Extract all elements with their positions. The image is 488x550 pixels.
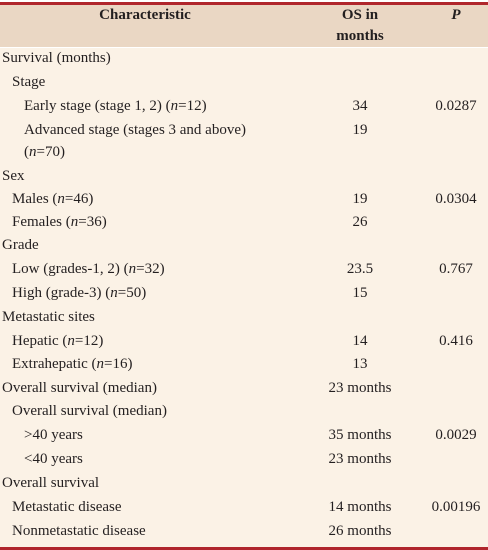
header-os-line1: OS in <box>341 7 379 23</box>
row-label: Overall survival (median) <box>12 403 167 419</box>
row-label: Advanced stage (stages 3 and above) <box>24 122 246 138</box>
table-row: High (grade-3) (n=50) 15 <box>0 282 488 306</box>
row-os-value: 23.5 <box>346 261 374 277</box>
row-os-value: 26 months <box>328 523 392 539</box>
table-bottom-rule <box>0 547 488 550</box>
table-row: Hepatic (n=12) 14 0.416 <box>0 330 488 354</box>
row-label: Females (n=36) <box>12 211 107 233</box>
row-label-n: n <box>110 285 118 301</box>
row-label-text: Hepatic ( <box>12 333 68 349</box>
row-label-count: =36) <box>78 214 107 230</box>
table-row: Overall survival (median) <box>0 400 488 424</box>
header-os-line2: months <box>336 28 384 44</box>
row-label-text: Males ( <box>12 191 58 207</box>
row-label: >40 years <box>24 427 83 443</box>
row-label-count: =46) <box>64 191 94 207</box>
row-label: Grade <box>2 237 39 253</box>
table-row: Early stage (stage 1, 2) (n=12) 34 0.0287 <box>0 95 488 119</box>
row-label: Low (grades-1, 2) (n=32) <box>12 258 165 280</box>
table-header <box>0 5 488 47</box>
row-label: Extrahepatic (n=16) <box>12 353 133 375</box>
row-os-value: 23 months <box>328 451 392 467</box>
row-label-text: Extrahepatic ( <box>12 356 97 372</box>
row-label-text: Females ( <box>12 214 71 230</box>
row-label-count: =16) <box>104 356 133 372</box>
header-os: OS in months <box>320 5 400 47</box>
table-row: Males (n=46) 19 0.0304 <box>0 188 488 212</box>
row-os-value: 34 <box>352 98 368 114</box>
row-label: <40 years <box>24 451 83 467</box>
table-row: Low (grades-1, 2) (n=32) 23.5 0.767 <box>0 258 488 282</box>
row-label-count: =50) <box>117 285 147 301</box>
row-label: Males (n=46) <box>12 188 93 210</box>
row-label: Stage <box>12 74 46 90</box>
table-row: <40 years 23 months <box>0 448 488 472</box>
row-p-value: 0.416 <box>439 333 473 349</box>
header-characteristic: Characteristic <box>99 7 191 23</box>
row-label: Early stage (stage 1, 2) (n=12) <box>24 95 207 117</box>
row-label: (n=70) <box>24 141 65 163</box>
row-os-value: 15 <box>352 285 368 301</box>
row-os-value: 13 <box>352 356 368 372</box>
row-p-value: 0.0029 <box>435 427 477 443</box>
row-label-n: n <box>170 98 179 114</box>
row-label-count: =12) <box>74 333 104 349</box>
row-os-value: 14 <box>352 333 368 349</box>
row-os-value: 19 <box>352 122 368 138</box>
row-os-value: 23 months <box>328 380 392 396</box>
row-os-value: 14 months <box>328 499 392 515</box>
row-os-value: 26 <box>352 214 368 230</box>
row-label-count: =70) <box>36 144 65 160</box>
row-os-value: 35 months <box>328 427 392 443</box>
table-top-rule <box>0 2 488 5</box>
table-row: Grade <box>0 234 488 258</box>
row-label: Survival (months) <box>2 50 111 66</box>
row-label: Overall survival <box>2 475 100 491</box>
row-label-text: High (grade-3) ( <box>12 285 111 301</box>
table-row: Extrahepatic (n=16) 13 <box>0 353 488 377</box>
table-row: Survival (months) <box>0 47 488 71</box>
table-row: Metastatic disease 14 months 0.00196 <box>0 496 488 520</box>
row-label: Sex <box>2 168 25 184</box>
row-label: Metastatic sites <box>2 309 95 325</box>
row-label: High (grade-3) (n=50) <box>12 282 146 304</box>
table-row: >40 years 35 months 0.0029 <box>0 424 488 448</box>
table-row: Overall survival (median) 23 months <box>0 377 488 401</box>
row-label-n: n <box>57 191 65 207</box>
row-label-n: n <box>67 333 75 349</box>
table-row: (n=70) <box>0 141 488 165</box>
row-p-value: 0.00196 <box>431 499 481 515</box>
row-label-n: n <box>96 356 105 372</box>
row-label-count: =32) <box>136 261 165 277</box>
row-label-n: n <box>70 214 79 230</box>
row-os-value: 19 <box>352 191 368 207</box>
row-p-value: 0.0304 <box>435 191 477 207</box>
row-label-text: ( <box>24 144 29 160</box>
table-body <box>0 47 488 547</box>
row-label-text: Low (grades-1, 2) ( <box>12 261 129 277</box>
row-label: Overall survival (median) <box>2 380 157 396</box>
row-label: Metastatic disease <box>12 499 122 515</box>
table-row: Stage <box>0 71 488 95</box>
row-label: Nonmetastatic disease <box>12 523 146 539</box>
header-p: P <box>451 7 461 23</box>
table-row: Females (n=36) 26 <box>0 211 488 235</box>
row-p-value: 0.0287 <box>435 98 477 114</box>
row-label-text: Early stage (stage 1, 2) ( <box>24 98 171 114</box>
row-label-n: n <box>29 144 37 160</box>
row-label: Hepatic (n=12) <box>12 330 103 352</box>
table-row: Metastatic sites <box>0 306 488 330</box>
header-divider <box>0 47 488 48</box>
row-label-n: n <box>128 261 137 277</box>
table-row: Advanced stage (stages 3 and above) 19 <box>0 119 488 143</box>
table-row: Sex <box>0 165 488 189</box>
row-p-value: 0.767 <box>439 261 473 277</box>
row-label-count: =12) <box>178 98 207 114</box>
table-row: Nonmetastatic disease 26 months <box>0 520 488 544</box>
table-row: Overall survival <box>0 472 488 496</box>
